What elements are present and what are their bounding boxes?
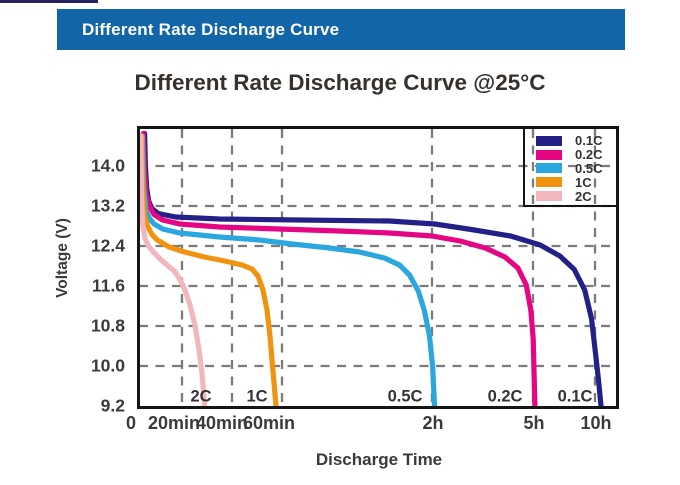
curve-0.2C [140, 130, 538, 409]
curve-2C [138, 133, 208, 409]
legend-row: 0.2C [525, 148, 617, 162]
curve-label-0.2C: 0.2C [487, 387, 523, 406]
x-tick-label: 20min [147, 413, 201, 433]
x-tick-label: 0 [125, 413, 137, 433]
x-tick-label: 2h [422, 413, 444, 433]
y-tick-label: 13.2 [90, 195, 125, 216]
y-tick-label: 11.6 [91, 275, 125, 296]
curve-0.5C [139, 133, 438, 409]
page-title: Different Rate Discharge Curve @25°C [134, 70, 546, 95]
curve-label-1C: 1C [246, 387, 268, 406]
curve-label-0.5C: 0.5C [387, 387, 423, 406]
y-tick-label: 14.0 [90, 155, 125, 176]
x-tick-label: 60min [242, 413, 296, 433]
x-tick-label: 5h [523, 413, 545, 433]
y-tick-label: 12.4 [90, 235, 125, 256]
legend-swatch-0.2C [536, 149, 562, 160]
y-tick-label: 10.8 [90, 315, 125, 336]
legend-row: 2C [525, 189, 617, 203]
y-axis-title: Voltage (V) [54, 218, 71, 298]
curve-label-2C: 2C [190, 387, 212, 406]
legend-swatch-0.5C [536, 163, 562, 174]
x-tick-label: 10h [580, 413, 612, 433]
top-left-accent-strip [0, 0, 98, 3]
x-axis-title: Discharge Time [315, 450, 443, 469]
legend-swatch-0.1C [536, 135, 562, 146]
section-banner: Different Rate Discharge Curve [57, 9, 625, 50]
legend-swatch-1C [536, 177, 562, 188]
legend-label: 0.1C [575, 133, 603, 149]
y-tick-label: 9.2 [100, 395, 125, 416]
x-tick-label: 40min [195, 413, 249, 433]
banner-title: Different Rate Discharge Curve [82, 20, 340, 39]
legend-label: 2C [575, 188, 592, 204]
chart-legend: 0.1C 0.2C 0.5C 1C 2C [523, 127, 619, 207]
legend-label: 0.5C [575, 160, 603, 176]
curve-1C [139, 133, 279, 409]
legend-swatch-2C [536, 191, 562, 202]
legend-label: 1C [575, 174, 592, 190]
legend-row: 0.5C [525, 162, 617, 176]
legend-row: 0.1C [525, 134, 617, 148]
legend-label: 0.2C [575, 147, 603, 163]
legend-row: 1C [525, 175, 617, 189]
plot-frame [137, 126, 619, 409]
curve-label-0.1C: 0.1C [557, 387, 593, 406]
y-tick-label: 10.0 [90, 355, 125, 376]
